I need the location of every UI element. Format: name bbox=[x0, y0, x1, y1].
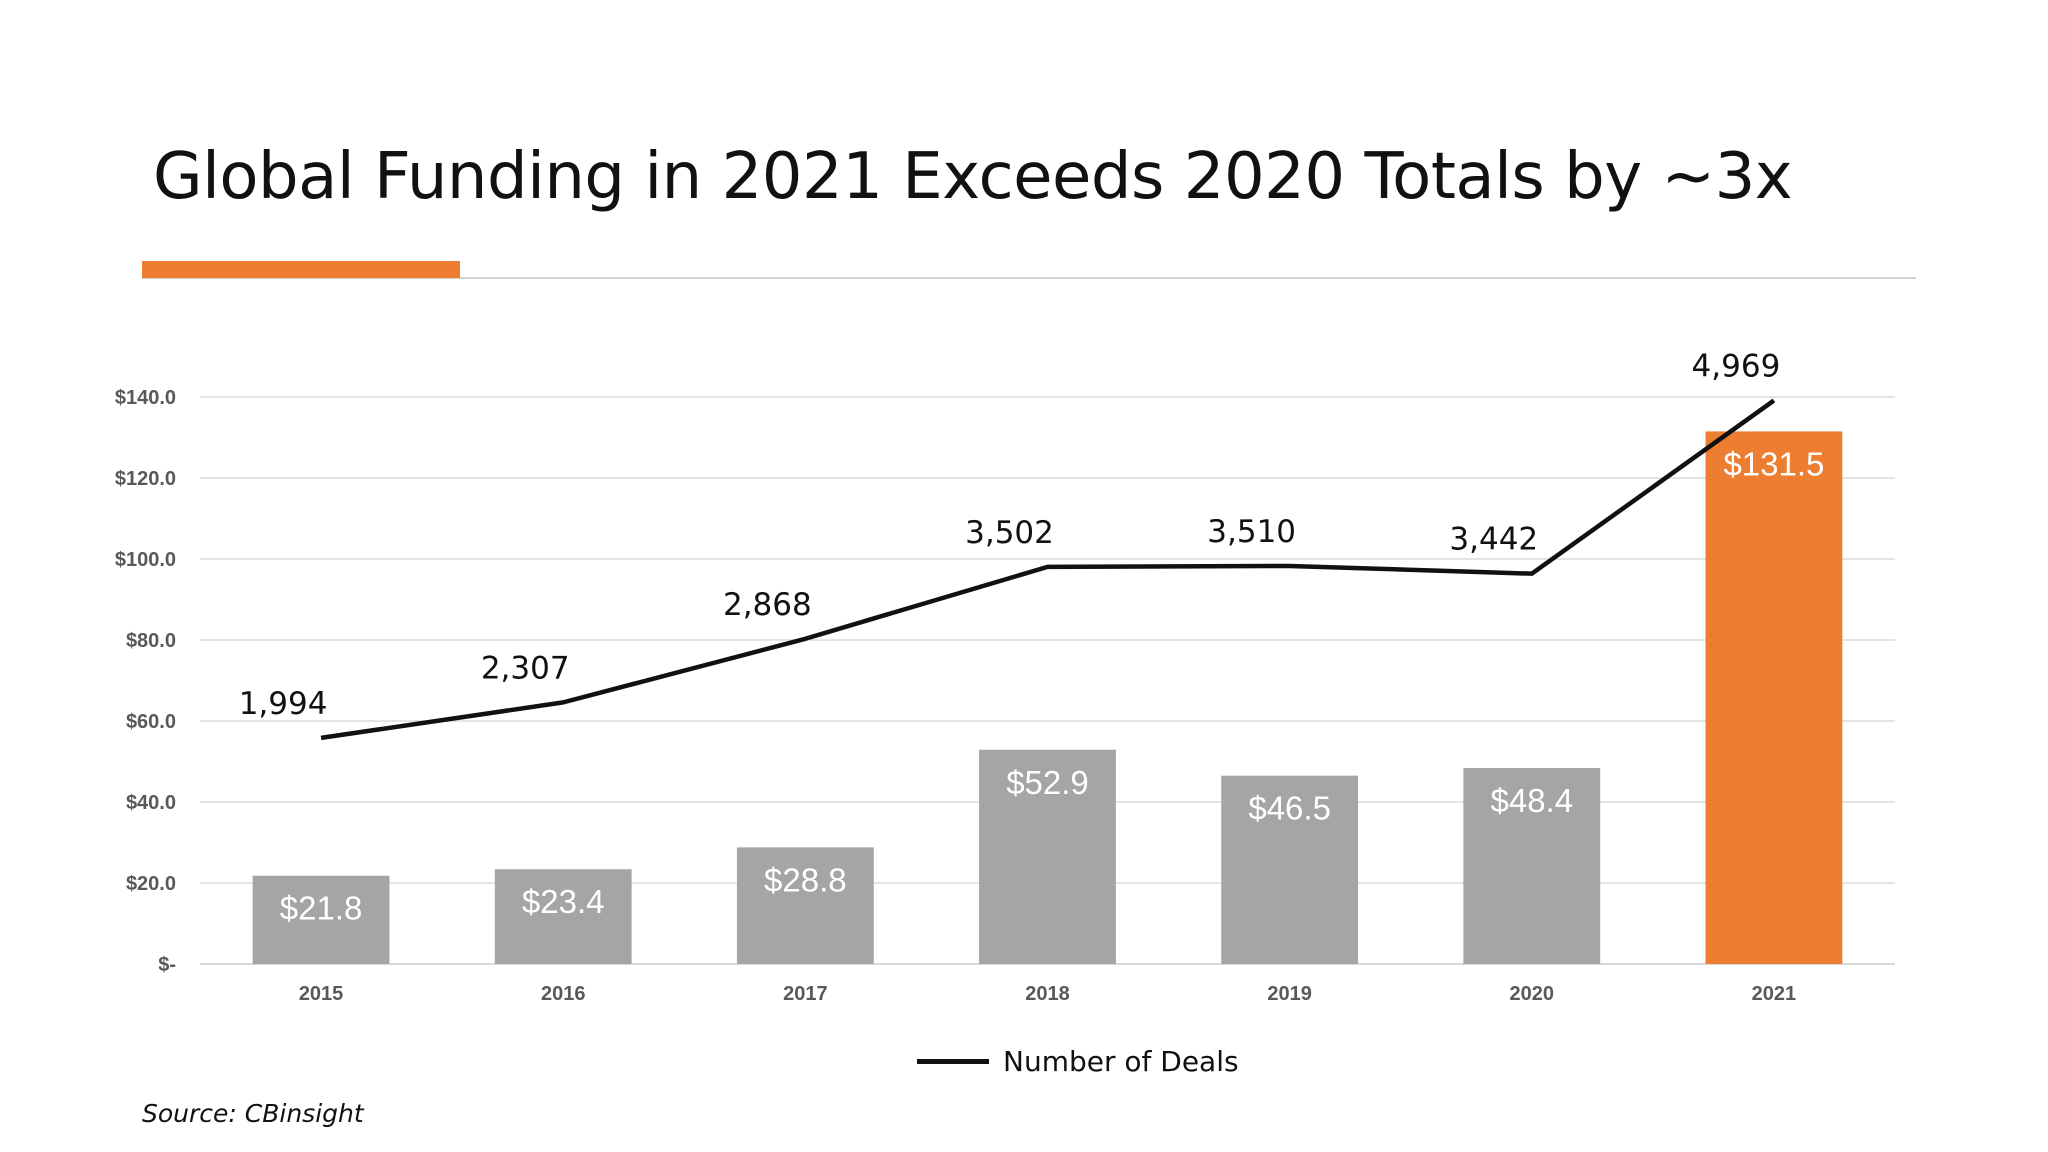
x-tick-label: 2016 bbox=[541, 983, 586, 1005]
bar-value-label: $48.4 bbox=[1490, 782, 1573, 819]
deals-point-label: 2,307 bbox=[481, 650, 570, 686]
bar bbox=[1221, 775, 1359, 964]
y-tick-label: $120.0 bbox=[115, 468, 176, 490]
bar bbox=[494, 869, 632, 964]
bar-value-label: $23.4 bbox=[522, 883, 605, 920]
y-tick-label: $80.0 bbox=[126, 630, 176, 652]
legend-line-swatch bbox=[917, 1059, 989, 1064]
legend-label: Number of Deals bbox=[1003, 1045, 1239, 1078]
deals-point-label: 2,868 bbox=[723, 587, 812, 623]
title-accent-bar bbox=[142, 261, 460, 278]
title-divider bbox=[142, 277, 1916, 279]
chart-legend: Number of Deals bbox=[917, 1045, 1239, 1078]
source-note: Source: CBinsight bbox=[142, 1099, 364, 1128]
bar bbox=[736, 847, 874, 964]
bar-value-label: $52.9 bbox=[1006, 764, 1089, 801]
deals-point-label: 3,502 bbox=[965, 515, 1054, 551]
x-tick-label: 2020 bbox=[1510, 983, 1555, 1005]
x-tick-label: 2021 bbox=[1752, 983, 1797, 1005]
slide-title: Global Funding in 2021 Exceeds 2020 Tota… bbox=[153, 140, 1793, 214]
x-tick-label: 2015 bbox=[299, 983, 344, 1005]
bar bbox=[1463, 767, 1601, 964]
deals-line bbox=[320, 398, 1776, 741]
bar-value-label: $46.5 bbox=[1248, 790, 1331, 827]
deals-point-label: 3,442 bbox=[1449, 522, 1538, 558]
bar-value-label: $21.8 bbox=[280, 890, 363, 927]
deals-point-label: 1,994 bbox=[239, 686, 328, 722]
bar bbox=[1705, 431, 1843, 964]
y-tick-label: $100.0 bbox=[115, 549, 176, 571]
bar bbox=[252, 875, 390, 964]
y-tick-label: $40.0 bbox=[126, 792, 176, 814]
bar-value-label: $28.8 bbox=[764, 861, 847, 898]
x-tick-label: 2017 bbox=[783, 983, 828, 1005]
y-tick-label: $20.0 bbox=[126, 873, 176, 895]
y-tick-label: $- bbox=[158, 954, 176, 976]
y-tick-label: $60.0 bbox=[126, 711, 176, 733]
y-tick-label: $140.0 bbox=[115, 387, 176, 409]
x-tick-label: 2019 bbox=[1267, 983, 1312, 1005]
bar-value-label: $131.5 bbox=[1723, 445, 1824, 482]
x-tick-label: 2018 bbox=[1025, 983, 1070, 1005]
bar bbox=[979, 749, 1116, 964]
deals-point-label: 3,510 bbox=[1207, 514, 1296, 550]
deals-point-label: 4,969 bbox=[1692, 349, 1781, 385]
